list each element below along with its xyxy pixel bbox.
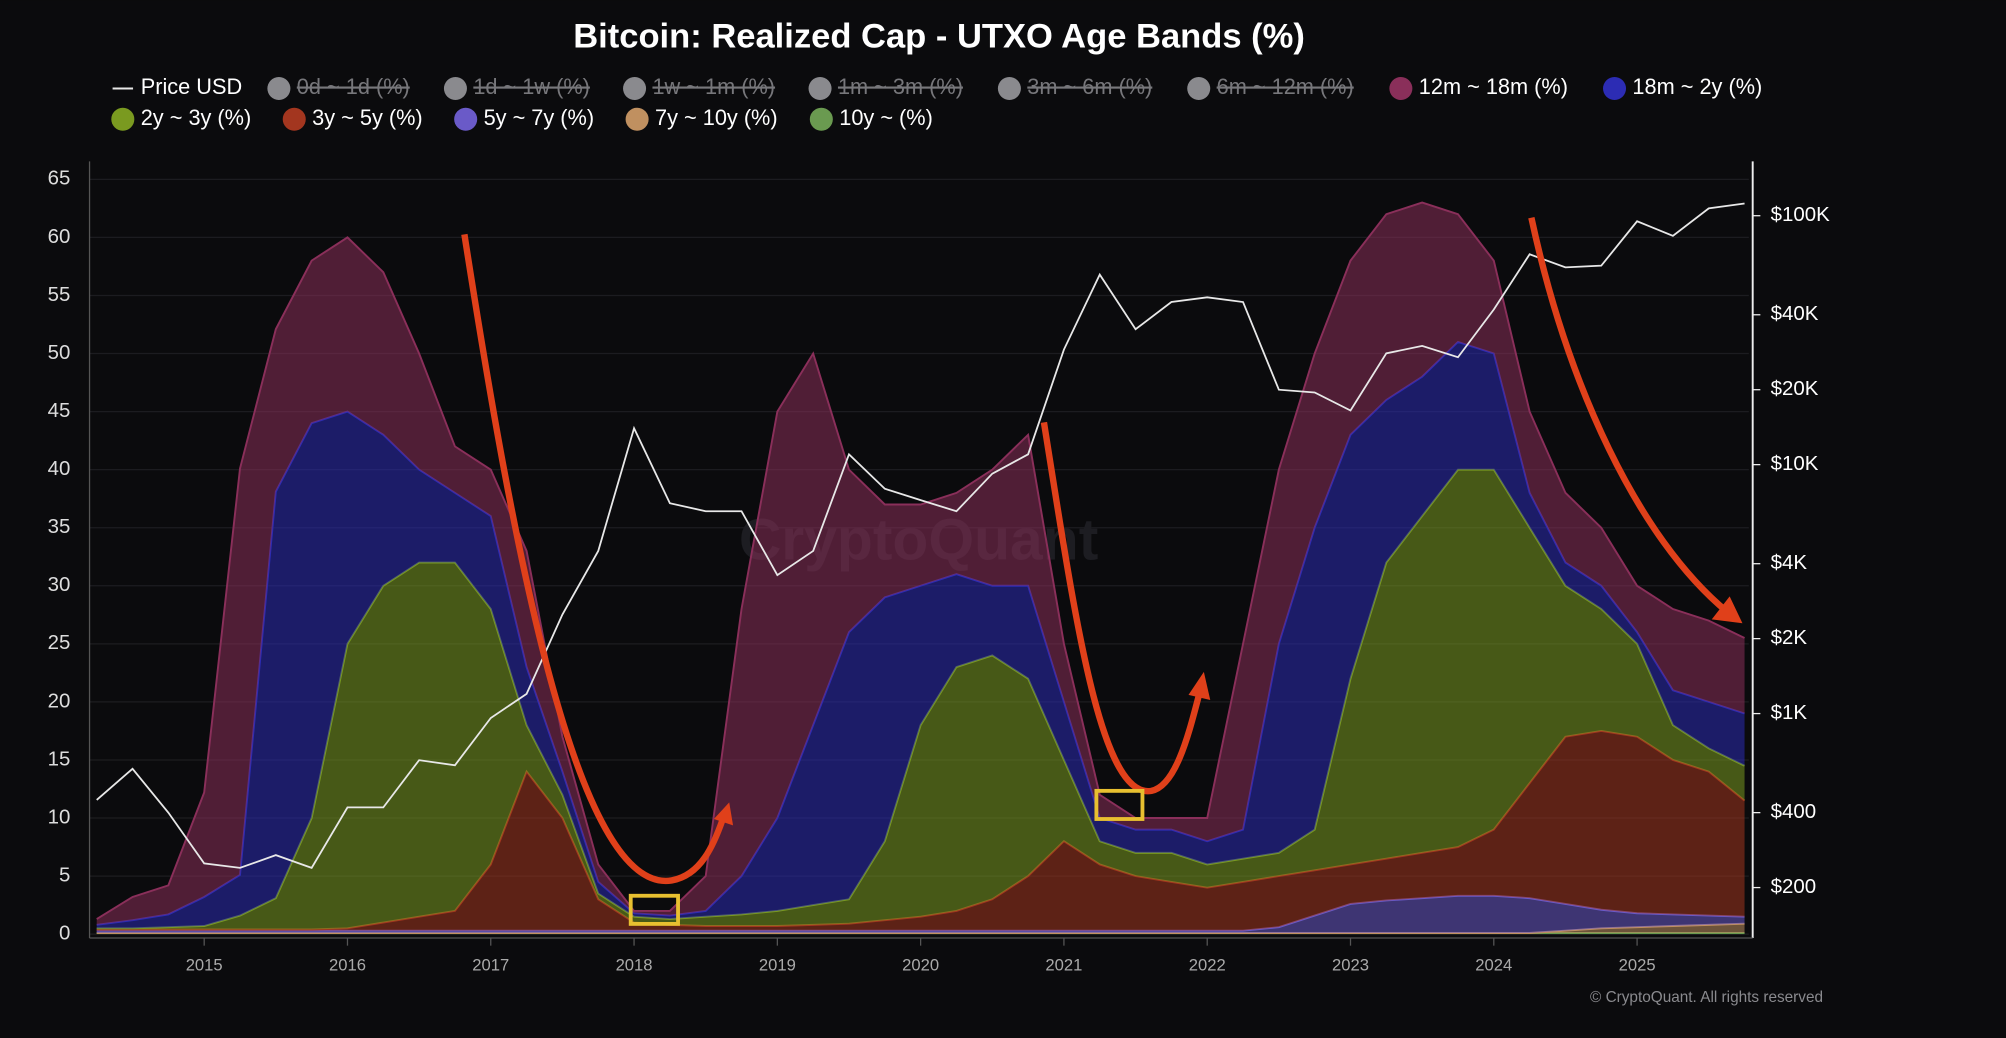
y-tick-label: 25 (48, 631, 71, 654)
price-line (96, 202, 1745, 869)
x-tick-label: 2019 (759, 956, 796, 975)
band-area (96, 202, 1745, 925)
legend-swatch (623, 76, 647, 101)
y-tick-label: 65 (48, 167, 71, 190)
legend-label[interactable]: 7y ~ 10y (%) (655, 105, 778, 130)
y2-tick-label: $40K (1771, 302, 1819, 325)
arrow-head (713, 802, 734, 826)
y-tick-label: 20 (48, 689, 71, 712)
legend-swatch (997, 76, 1021, 101)
legend-swatch (1187, 76, 1211, 101)
band-area (96, 923, 1745, 933)
y-tick-label: 5 (59, 863, 70, 886)
trend-arrow (1528, 217, 1730, 615)
y2-tick-label: $200 (1771, 875, 1817, 898)
legend-swatch (625, 107, 649, 131)
x-tick-label: 2015 (186, 956, 223, 975)
trend-arrow (461, 233, 726, 884)
x-tick-label: 2018 (616, 956, 653, 975)
highlight-box (1094, 788, 1145, 821)
y-tick-label: 60 (48, 225, 71, 248)
band-edge (96, 201, 1745, 920)
x-tick-label: 2017 (472, 956, 509, 975)
x-tick-label: 2016 (329, 956, 366, 975)
arrow-head (1188, 671, 1211, 701)
y2-tick-label: $400 (1771, 800, 1817, 823)
legend-label[interactable]: 5y ~ 7y (%) (484, 105, 595, 130)
band-area (96, 730, 1745, 931)
x-tick-label: 2021 (1045, 956, 1082, 975)
x-tick-label: 2025 (1619, 956, 1656, 975)
y-tick-label: 40 (48, 457, 71, 480)
y-tick-label: 15 (48, 747, 71, 770)
legend-label[interactable]: 6m ~ 12m (%) (1217, 74, 1354, 99)
legend-label[interactable]: Price USD (141, 74, 242, 99)
legend-label[interactable]: 12m ~ 18m (%) (1419, 74, 1568, 99)
y2-tick-label: $1K (1771, 701, 1808, 724)
legend-swatch (267, 76, 291, 101)
band-area (96, 469, 1745, 930)
legend-label[interactable]: 1d ~ 1w (%) (473, 74, 590, 99)
credit: © CryptoQuant. All rights reserved (1590, 989, 1823, 1006)
legend-swatch (808, 76, 832, 101)
legend-label[interactable]: 1m ~ 3m (%) (838, 74, 963, 99)
legend-swatch (454, 107, 478, 131)
axes: 05101520253035404550556065$200$400$1K$2K… (48, 167, 1831, 975)
x-tick-label: 2020 (902, 956, 939, 975)
y2-tick-label: $10K (1771, 452, 1819, 475)
legend-swatch (443, 76, 467, 101)
y-tick-label: 50 (48, 341, 71, 364)
arrow-head (1711, 596, 1743, 624)
areas (96, 201, 1746, 935)
legend-label[interactable]: 3m ~ 6m (%) (1027, 74, 1152, 99)
y-tick-label: 45 (48, 399, 71, 422)
y2-tick-label: $100K (1771, 203, 1831, 226)
y-tick-label: 0 (59, 922, 70, 945)
legend-swatch (1389, 76, 1413, 101)
band-area (96, 341, 1745, 929)
chart-title: Bitcoin: Realized Cap - UTXO Age Bands (… (573, 18, 1305, 56)
legend-label[interactable]: 3y ~ 5y (%) (312, 105, 423, 130)
legend-label[interactable]: 0d ~ 1d (%) (297, 74, 410, 99)
trend-arrow (1040, 421, 1204, 795)
legend-label[interactable]: 18m ~ 2y (%) (1632, 74, 1762, 99)
band-area (96, 895, 1745, 933)
price (96, 202, 1745, 869)
x-tick-label: 2023 (1332, 956, 1369, 975)
legend-swatch (111, 107, 135, 131)
legend-label[interactable]: 2y ~ 3y (%) (141, 105, 252, 130)
legend: Price USD 0d ~ 1d (%) 1d ~ 1w (%) 1w ~ 1m (… (111, 74, 1762, 131)
annotations (461, 217, 1743, 926)
legend-label[interactable]: 1w ~ 1m (%) (652, 74, 775, 99)
y-tick-label: 30 (48, 573, 71, 596)
y2-tick-label: $4K (1771, 551, 1808, 574)
legend-swatch (809, 107, 833, 131)
highlight-box (628, 893, 680, 926)
y-tick-label: 55 (48, 283, 71, 306)
y-tick-label: 35 (48, 515, 71, 538)
x-tick-label: 2022 (1189, 956, 1226, 975)
y2-tick-label: $20K (1771, 377, 1819, 400)
y-tick-label: 10 (48, 805, 71, 828)
legend-swatch (1603, 76, 1627, 101)
x-tick-label: 2024 (1475, 956, 1512, 975)
legend-label[interactable]: 10y ~ (%) (839, 105, 933, 130)
legend-swatch (282, 107, 306, 131)
y2-tick-label: $2K (1771, 626, 1808, 649)
